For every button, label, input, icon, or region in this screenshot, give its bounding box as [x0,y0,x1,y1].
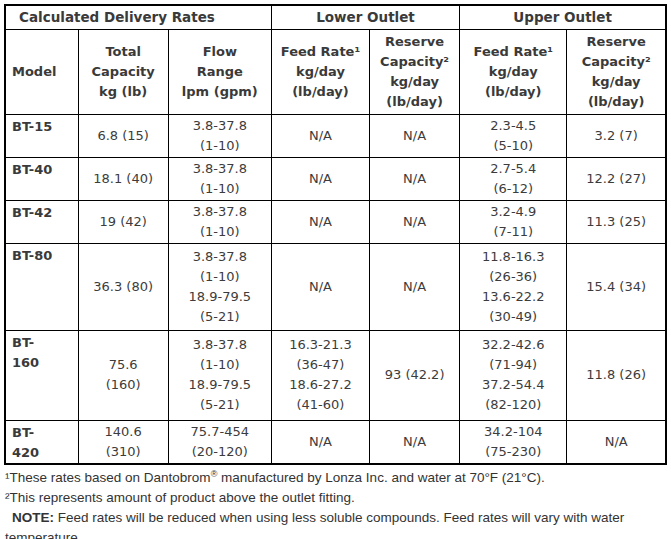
footnote-1-text: ¹These rates based on Dantobrom [5,470,211,485]
cell-lower-feed-rate: N/A [271,114,369,157]
table-row-bt-42: BT-42 19 (42) 3.8-37.8 (1-10) N/A N/A 3.… [5,200,666,243]
column-header-upper-reserve-capacity: Reserve Capacity² kg/day (lb/day) [567,29,666,114]
cell-model: BT- 160 [5,330,78,420]
cell-total-capacity: 36.3 (80) [78,243,168,330]
cell-upper-reserve-capacity: 15.4 (34) [567,243,666,330]
cell-lower-feed-rate: N/A [271,420,369,464]
cell-lower-feed-rate: N/A [271,243,369,330]
group-header-row: Calculated Delivery Rates Lower Outlet U… [5,5,666,29]
page: Calculated Delivery Rates Lower Outlet U… [0,0,671,539]
footnote-1: ¹These rates based on Dantobrom® manufac… [5,468,665,488]
footnote-2: ²This represents amount of product above… [5,488,665,508]
cell-upper-reserve-capacity: 3.2 (7) [567,114,666,157]
column-header-lower-reserve-capacity: Reserve Capacity² kg/day (lb/day) [370,29,460,114]
cell-lower-reserve-capacity: 93 (42.2) [370,330,460,420]
cell-flow-range: 3.8-37.8 (1-10) 18.9-79.5 (5-21) [168,243,271,330]
cell-model: BT- 420 [5,420,78,464]
cell-upper-feed-rate: 32.2-42.6 (71-94) 37.2-54.4 (82-120) [460,330,567,420]
cell-lower-reserve-capacity: N/A [370,200,460,243]
group-header-calculated-delivery-rates: Calculated Delivery Rates [5,5,271,29]
column-header-model: Model [5,29,78,114]
cell-lower-feed-rate: N/A [271,157,369,200]
group-header-lower-outlet: Lower Outlet [271,5,459,29]
cell-model: BT-42 [5,200,78,243]
cell-flow-range: 3.8-37.8 (1-10) 18.9-79.5 (5-21) [168,330,271,420]
cell-lower-reserve-capacity: N/A [370,157,460,200]
cell-lower-feed-rate: N/A [271,200,369,243]
table-row-bt-80: BT-80 36.3 (80) 3.8-37.8 (1-10) 18.9-79.… [5,243,666,330]
table-row-bt-420: BT- 420 140.6 (310) 75.7-454 (20-120) N/… [5,420,666,464]
cell-lower-feed-rate: 16.3-21.3 (36-47) 18.6-27.2 (41-60) [271,330,369,420]
cell-upper-feed-rate: 34.2-104 (75-230) [460,420,567,464]
cell-upper-feed-rate: 2.3-4.5 (5-10) [460,114,567,157]
cell-model: BT-15 [5,114,78,157]
note-label: NOTE: [12,510,54,525]
table-row-bt-40: BT-40 18.1 (40) 3.8-37.8 (1-10) N/A N/A … [5,157,666,200]
cell-upper-reserve-capacity: 11.3 (25) [567,200,666,243]
column-header-flow-range: Flow Range lpm (gpm) [168,29,271,114]
cell-model: BT-80 [5,243,78,330]
column-header-row: Model Total Capacity kg (lb) Flow Range … [5,29,666,114]
cell-total-capacity: 18.1 (40) [78,157,168,200]
registered-trademark-symbol: ® [211,468,218,478]
cell-total-capacity: 19 (42) [78,200,168,243]
column-header-lower-feed-rate: Feed Rate¹ kg/day (lb/day) [271,29,369,114]
cell-upper-reserve-capacity: N/A [567,420,666,464]
column-header-upper-feed-rate: Feed Rate¹ kg/day (lb/day) [460,29,567,114]
cell-total-capacity: 6.8 (15) [78,114,168,157]
cell-model: BT-40 [5,157,78,200]
column-header-total-capacity: Total Capacity kg (lb) [78,29,168,114]
note-text: Feed rates will be reduced when using le… [5,510,624,539]
cell-total-capacity: 75.6 (160) [78,330,168,420]
group-header-upper-outlet: Upper Outlet [460,5,666,29]
footnote-note: NOTE: Feed rates will be reduced when us… [5,508,665,539]
table-row-bt-160: BT- 160 75.6 (160) 3.8-37.8 (1-10) 18.9-… [5,330,666,420]
footnote-1-text-cont: manufactured by Lonza Inc. and water at … [221,470,545,485]
cell-upper-reserve-capacity: 12.2 (27) [567,157,666,200]
cell-upper-feed-rate: 11.8-16.3 (26-36) 13.6-22.2 (30-49) [460,243,567,330]
cell-lower-reserve-capacity: N/A [370,420,460,464]
cell-flow-range: 3.8-37.8 (1-10) [168,200,271,243]
cell-flow-range: 3.8-37.8 (1-10) [168,114,271,157]
cell-flow-range: 3.8-37.8 (1-10) [168,157,271,200]
cell-lower-reserve-capacity: N/A [370,114,460,157]
cell-upper-feed-rate: 2.7-5.4 (6-12) [460,157,567,200]
cell-total-capacity: 140.6 (310) [78,420,168,464]
table-row-bt-15: BT-15 6.8 (15) 3.8-37.8 (1-10) N/A N/A 2… [5,114,666,157]
cell-upper-feed-rate: 3.2-4.9 (7-11) [460,200,567,243]
cell-flow-range: 75.7-454 (20-120) [168,420,271,464]
footnotes: ¹These rates based on Dantobrom® manufac… [4,465,667,539]
delivery-rates-table: Calculated Delivery Rates Lower Outlet U… [4,4,667,465]
cell-lower-reserve-capacity: N/A [370,243,460,330]
cell-upper-reserve-capacity: 11.8 (26) [567,330,666,420]
